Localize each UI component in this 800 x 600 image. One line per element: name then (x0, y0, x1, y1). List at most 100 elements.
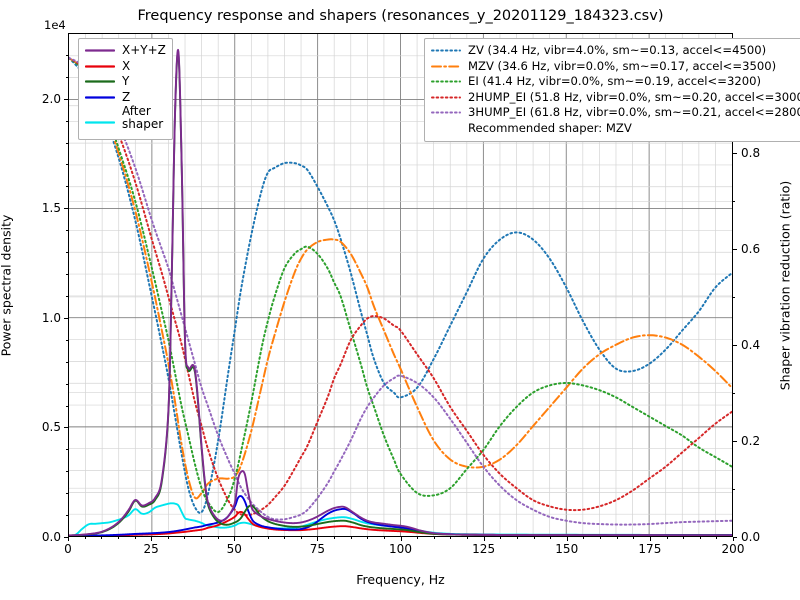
legend-line-sample (85, 80, 115, 83)
tick-mark (633, 537, 635, 540)
tick-mark (64, 98, 68, 100)
tick-mark (500, 537, 502, 540)
y-axis-multiplier: 1e4 (44, 18, 66, 32)
legend-swatch-2hump_ei (431, 91, 461, 104)
tick-mark (334, 537, 335, 540)
x-axis-tick-label: 175 (638, 542, 662, 556)
x-axis-label: Frequency, Hz (356, 572, 445, 587)
legend-label-after-shaper-line1: After (122, 104, 151, 118)
legend-swatch-after-shaper (85, 116, 115, 129)
tick-mark (65, 471, 68, 473)
tick-mark (65, 186, 68, 188)
legend-swatch-y (85, 75, 115, 88)
tick-mark (350, 537, 352, 540)
tick-mark (683, 537, 685, 540)
legend-line-sample (85, 121, 115, 124)
legend-line-sample (431, 49, 461, 52)
psd-curve-X-Y-Z (69, 48, 732, 536)
tick-mark (600, 537, 601, 540)
legend-item-zv[interactable]: ZV (34.4 Hz, vibr=4.0%, sm~=0.13, accel<… (431, 43, 800, 59)
legend-shapers[interactable]: ZV (34.4 Hz, vibr=4.0%, sm~=0.13, accel<… (424, 38, 800, 142)
legend-item-y[interactable]: Y (85, 74, 166, 90)
tick-mark (733, 297, 736, 298)
legend-item-x[interactable]: X (85, 59, 166, 75)
legend-line-sample (85, 49, 115, 52)
tick-mark (65, 383, 68, 385)
tick-mark (65, 252, 68, 254)
tick-mark (267, 537, 269, 540)
y-axis-label-left: Power spectral density (0, 33, 14, 537)
x-axis-tick-label: 100 (389, 542, 412, 556)
tick-mark (65, 230, 68, 232)
legend-line-sample (431, 96, 461, 99)
tick-mark (300, 537, 302, 540)
legend-item-z[interactable]: Z (85, 90, 166, 106)
y-axis-label-right-text: Shaper vibration reduction (ratio) (777, 180, 793, 390)
legend-label: X+Y+Z (122, 43, 166, 58)
legend-psd[interactable]: X+Y+Z X Y Z After shaper (78, 38, 173, 140)
tick-mark (117, 537, 119, 540)
tick-mark (65, 405, 68, 407)
legend-line-sample (85, 96, 115, 99)
x-axis-tick-label: 200 (721, 542, 745, 556)
tick-mark (716, 537, 718, 540)
tick-mark (483, 537, 485, 541)
tick-mark (616, 537, 618, 540)
tick-mark (733, 201, 736, 202)
tick-mark (733, 393, 736, 394)
tick-mark (250, 537, 252, 540)
tick-mark (65, 449, 68, 451)
tick-mark (65, 54, 68, 56)
tick-mark (733, 489, 736, 490)
shaper-curve-MZV (69, 56, 732, 500)
legend-label: X (122, 58, 131, 73)
tick-mark (733, 153, 737, 154)
legend-item-xyz[interactable]: X+Y+Z (85, 43, 166, 59)
legend-item-mzv[interactable]: MZV (34.6 Hz, vibr=0.0%, sm~=0.17, accel… (431, 59, 800, 75)
legend-label: Y (122, 74, 130, 89)
tick-mark (649, 537, 651, 541)
x-axis-tick-label: 0 (64, 542, 72, 556)
psd-curve-Z (69, 495, 732, 536)
legend-label: 3HUMP_EI (61.8 Hz, vibr=0.0%, sm~=0.21, … (468, 105, 800, 120)
y-axis-left-tick-label: 0.5 (41, 420, 61, 435)
tick-mark (317, 537, 319, 541)
tick-mark (550, 537, 552, 540)
legend-item-2hump_ei[interactable]: 2HUMP_EI (51.8 Hz, vibr=0.0%, sm~=0.20, … (431, 90, 800, 106)
x-axis-tick-label: 75 (309, 542, 326, 556)
shaper-curve-ZV (69, 56, 732, 514)
tick-mark (65, 164, 68, 166)
legend-swatch-mzv (431, 60, 461, 73)
legend-item-after-shaper[interactable]: After shaper (85, 105, 166, 134)
legend-swatch-ei (431, 75, 461, 88)
tick-mark (65, 120, 68, 122)
tick-mark (201, 537, 202, 540)
tick-mark (65, 295, 68, 297)
legend-line-sample (431, 111, 461, 114)
legend-label: MZV (34.6 Hz, vibr=0.0%, sm~=0.17, accel… (468, 58, 777, 73)
tick-mark (450, 537, 452, 540)
legend-label: ZV (34.4 Hz, vibr=4.0%, sm~=0.13, accel<… (468, 43, 767, 58)
tick-mark (65, 493, 68, 495)
recommended-shaper-note: Recommended shaper: MZV (468, 120, 632, 135)
tick-mark (367, 537, 369, 540)
y-axis-label-left-text: Power spectral density (0, 214, 14, 356)
legend-item-3hump_ei[interactable]: 3HUMP_EI (61.8 Hz, vibr=0.0%, sm~=0.21, … (431, 105, 800, 121)
x-axis-tick-label: 25 (143, 542, 159, 556)
y-axis-right-tick-label: 0.2 (741, 434, 761, 448)
x-axis-tick-label: 150 (555, 542, 579, 556)
tick-mark (64, 208, 68, 210)
tick-mark (383, 537, 385, 540)
tick-mark (284, 537, 286, 540)
tick-mark (733, 537, 737, 538)
legend-label: 2HUMP_EI (51.8 Hz, vibr=0.0%, sm~=0.20, … (468, 89, 800, 104)
legend-item-ei[interactable]: EI (41.4 Hz, vibr=0.0%, sm~=0.19, accel<… (431, 74, 800, 90)
tick-mark (101, 537, 103, 540)
tick-mark (167, 537, 169, 540)
tick-mark (65, 274, 68, 276)
tick-mark (699, 537, 701, 540)
tick-mark (64, 317, 68, 319)
tick-mark (733, 249, 737, 250)
tick-mark (65, 339, 68, 341)
